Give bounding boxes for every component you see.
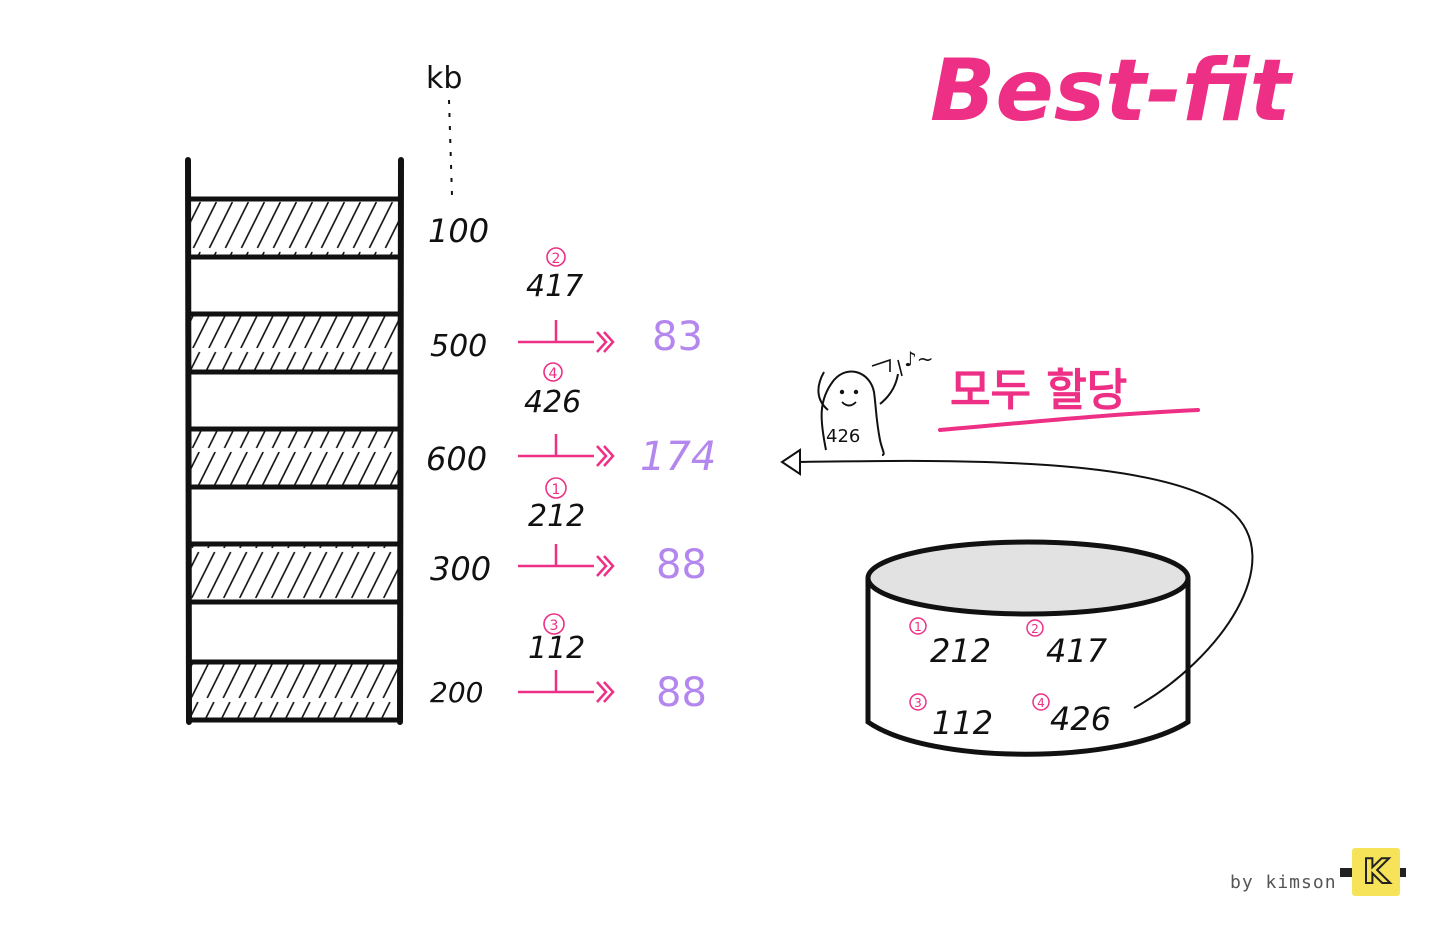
queue-item: 4 426 <box>1032 693 1111 738</box>
order-badge: 2 <box>552 251 561 267</box>
block-size-label: 500 <box>430 329 487 364</box>
unit-dashed-line <box>448 99 453 197</box>
memory-block <box>188 659 401 723</box>
unit-label: kb <box>426 61 462 96</box>
process-size: 426 <box>524 385 581 420</box>
remaining-space: 88 <box>656 542 707 588</box>
order-badge: 3 <box>914 696 922 710</box>
order-badge: 4 <box>549 366 558 382</box>
order-badge: 4 <box>1037 696 1045 710</box>
order-badge: 3 <box>550 618 559 634</box>
k-logo-icon: K <box>1352 848 1400 896</box>
ghost-tune: ♪~ <box>904 347 934 371</box>
memory-block <box>188 426 401 490</box>
queue-value: 112 <box>932 704 993 742</box>
memory-block <box>188 311 401 375</box>
ghost-character-icon <box>817 358 903 456</box>
queue-value: 417 <box>1046 632 1108 670</box>
queue-item: 2 417 <box>1026 619 1108 670</box>
block-size-label: 100 <box>428 212 489 250</box>
diagram-title: Best-fit <box>930 41 1294 141</box>
remaining-space: 88 <box>656 670 707 716</box>
memory-stack <box>185 157 404 725</box>
allocation-200: 3 112 88 <box>518 613 707 716</box>
author-credit: by kimson <box>1230 872 1337 893</box>
result-underline <box>938 408 1200 432</box>
ghost-label: 426 <box>826 426 860 447</box>
order-badge: 1 <box>552 482 561 498</box>
remaining-space: 174 <box>640 434 716 480</box>
process-size: 212 <box>528 499 585 534</box>
queue-item: 3 112 <box>909 693 993 742</box>
arrow-head-icon <box>780 448 801 476</box>
allocation-600: 4 426 174 <box>518 362 716 480</box>
process-queue-cylinder <box>865 539 1191 757</box>
queue-value: 426 <box>1050 700 1111 738</box>
queue-value: 212 <box>930 632 991 670</box>
queue-item: 1 212 <box>909 617 991 670</box>
order-badge: 1 <box>914 620 922 634</box>
allocation-300: 1 212 88 <box>518 477 707 588</box>
order-badge: 2 <box>1031 622 1039 636</box>
memory-block <box>188 541 401 605</box>
block-size-label: 600 <box>426 440 487 478</box>
process-size: 417 <box>526 269 583 304</box>
block-size-label: 200 <box>430 676 483 709</box>
memory-block <box>188 196 401 260</box>
result-label: 모두 할당 <box>950 365 1127 416</box>
block-size-label: 300 <box>430 550 491 588</box>
remaining-space: 83 <box>652 314 703 360</box>
allocation-500: 2 417 83 <box>518 247 703 360</box>
process-size: 112 <box>528 631 585 666</box>
allocation-curve-arrow <box>795 459 1254 709</box>
